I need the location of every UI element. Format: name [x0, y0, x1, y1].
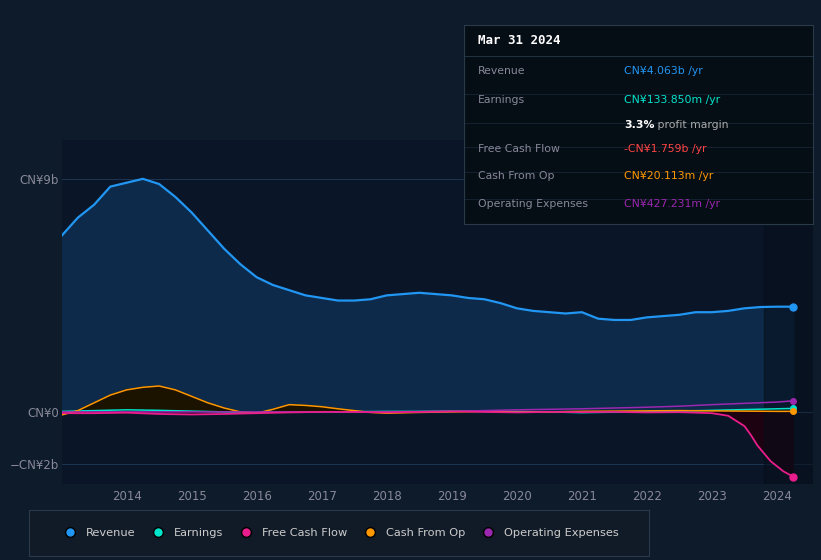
Text: profit margin: profit margin: [654, 120, 728, 129]
Text: 3.3%: 3.3%: [624, 120, 655, 129]
Text: CN¥20.113m /yr: CN¥20.113m /yr: [624, 171, 713, 181]
Bar: [764, 140, 813, 484]
Text: Earnings: Earnings: [478, 95, 525, 105]
Text: Mar 31 2024: Mar 31 2024: [478, 34, 560, 47]
Text: Revenue: Revenue: [478, 66, 525, 76]
Text: Operating Expenses: Operating Expenses: [478, 199, 588, 209]
Text: CN¥4.063b /yr: CN¥4.063b /yr: [624, 66, 703, 76]
Text: CN¥133.850m /yr: CN¥133.850m /yr: [624, 95, 721, 105]
Legend: Revenue, Earnings, Free Cash Flow, Cash From Op, Operating Expenses: Revenue, Earnings, Free Cash Flow, Cash …: [55, 524, 622, 541]
Text: -CN¥1.759b /yr: -CN¥1.759b /yr: [624, 144, 707, 155]
Text: Cash From Op: Cash From Op: [478, 171, 554, 181]
Text: Free Cash Flow: Free Cash Flow: [478, 144, 560, 155]
Text: CN¥427.231m /yr: CN¥427.231m /yr: [624, 199, 720, 209]
